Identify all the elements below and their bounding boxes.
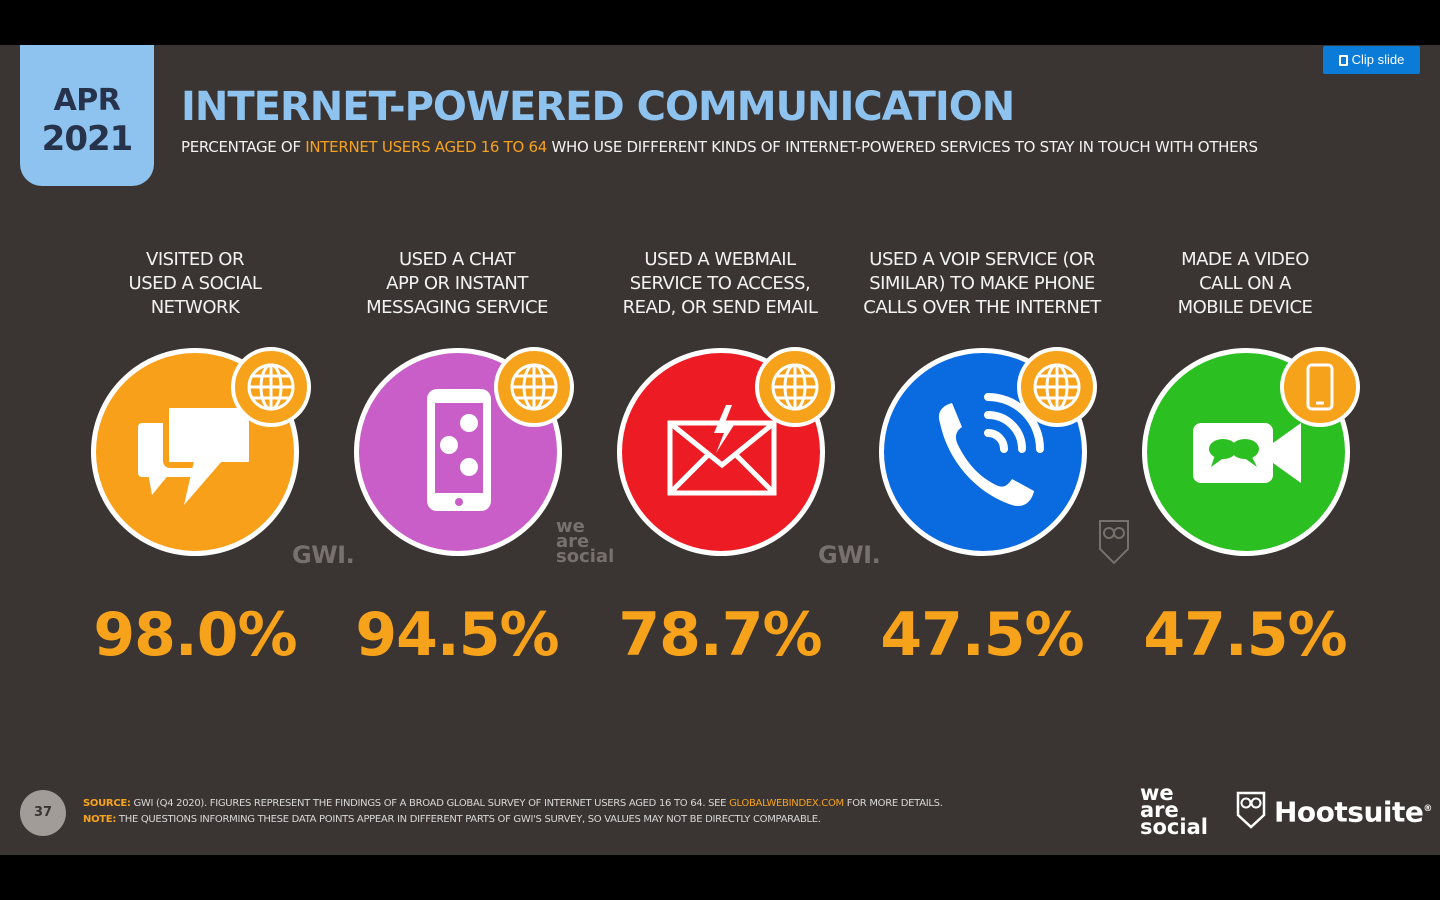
stat-label-line: USED A SOCIAL [64, 272, 326, 296]
note-text: THE QUESTIONS INFORMING THESE DATA POINT… [116, 814, 821, 825]
stat-label-line: USED A VOIP SERVICE (OR [851, 248, 1113, 272]
registered-mark: ® [1423, 804, 1432, 814]
stat-label-line: MADE A VIDEO [1114, 248, 1376, 272]
globe-badge [494, 347, 574, 427]
smartphone-badge [1280, 347, 1360, 427]
stat-label-line: MOBILE DEVICE [1114, 296, 1376, 320]
source-link[interactable]: GLOBALWEBINDEX.COM [729, 798, 844, 809]
globe-badge [231, 347, 311, 427]
stat-value: 94.5% [326, 600, 588, 670]
note-label: NOTE: [83, 814, 116, 825]
stat-label-line: SERVICE TO ACCESS, [589, 272, 851, 296]
stat-label-line: USED A CHAT [326, 248, 588, 272]
stat-video-call: MADE A VIDEO CALL ON A MOBILE DEVICE 47.… [1114, 45, 1376, 855]
globe-icon [498, 351, 570, 423]
stat-label: MADE A VIDEO CALL ON A MOBILE DEVICE [1114, 248, 1376, 320]
globe-badge [1017, 347, 1097, 427]
stat-label-line: VISITED OR [64, 248, 326, 272]
watermark-gwi: GWI. [292, 541, 354, 569]
globe-badge [755, 347, 835, 427]
footer-note: NOTE: THE QUESTIONS INFORMING THESE DATA… [83, 813, 821, 827]
stat-label: USED A VOIP SERVICE (OR SIMILAR) TO MAKE… [851, 248, 1113, 320]
stat-label-line: APP OR INSTANT [326, 272, 588, 296]
stat-value: 47.5% [851, 600, 1113, 670]
source-text: GWI (Q4 2020). FIGURES REPRESENT THE FIN… [131, 798, 729, 809]
stat-label-line: SIMILAR) TO MAKE PHONE [851, 272, 1113, 296]
source-post: FOR MORE DETAILS. [844, 798, 943, 809]
we-are-social-logo: we are social [1140, 785, 1208, 836]
source-label: SOURCE: [83, 798, 131, 809]
smartphone-icon [1284, 351, 1356, 423]
stat-label: USED A CHAT APP OR INSTANT MESSAGING SER… [326, 248, 588, 320]
stat-value: 47.5% [1114, 600, 1376, 670]
watermark-owl-icon [1098, 519, 1130, 565]
logo-line: social [1140, 819, 1208, 836]
watermark-we-are-social: we are social [556, 519, 614, 564]
stat-value: 78.7% [589, 600, 851, 670]
stat-label-line: USED A WEBMAIL [589, 248, 851, 272]
stat-label-line: MESSAGING SERVICE [326, 296, 588, 320]
stat-label-line: NETWORK [64, 296, 326, 320]
globe-icon [1021, 351, 1093, 423]
hootsuite-wordmark: Hootsuite [1274, 795, 1423, 828]
owl-icon [1236, 791, 1266, 829]
stat-webmail: USED A WEBMAIL SERVICE TO ACCESS, READ, … [589, 45, 851, 855]
stat-label-line: CALL ON A [1114, 272, 1376, 296]
page-number: 37 [20, 790, 66, 836]
stat-label: USED A WEBMAIL SERVICE TO ACCESS, READ, … [589, 248, 851, 320]
footer-source: SOURCE: GWI (Q4 2020). FIGURES REPRESENT… [83, 797, 943, 811]
watermark-gwi: GWI. [818, 541, 880, 569]
globe-icon [235, 351, 307, 423]
stat-value: 98.0% [64, 600, 326, 670]
stat-label: VISITED OR USED A SOCIAL NETWORK [64, 248, 326, 320]
stat-social-network: VISITED OR USED A SOCIAL NETWORK 98.0% [64, 45, 326, 855]
stat-voip: USED A VOIP SERVICE (OR SIMILAR) TO MAKE… [851, 45, 1113, 855]
slide: APR 2021 INTERNET-POWERED COMMUNICATION … [0, 45, 1440, 855]
stat-chat-app: USED A CHAT APP OR INSTANT MESSAGING SER… [326, 45, 588, 855]
stat-label-line: READ, OR SEND EMAIL [589, 296, 851, 320]
stat-label-line: CALLS OVER THE INTERNET [851, 296, 1113, 320]
watermark-line: social [556, 549, 614, 564]
globe-icon [759, 351, 831, 423]
